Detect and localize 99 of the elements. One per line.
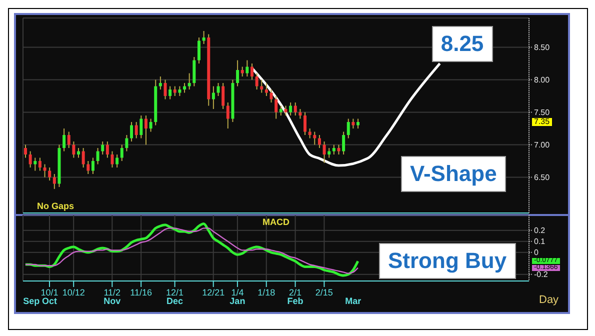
candlestick — [28, 150, 32, 168]
y-tick-label: 0 — [534, 248, 539, 258]
candlestick — [308, 128, 312, 139]
candlestick — [222, 82, 225, 110]
candlestick — [318, 134, 321, 148]
candlestick — [226, 102, 230, 129]
candlestick — [188, 72, 191, 90]
x-tick-label: 2/15 — [315, 287, 333, 298]
candlestick — [72, 141, 76, 158]
candlestick — [125, 134, 128, 152]
candlestick — [116, 154, 119, 168]
candlestick — [197, 37, 200, 64]
candlestick — [289, 102, 292, 116]
candlestick — [284, 105, 288, 116]
y-tick-label: 0.2 — [534, 226, 546, 236]
x-tick-label: 12/21 — [202, 287, 225, 298]
candlestick — [270, 89, 273, 103]
annotation: 8.25 — [432, 26, 493, 62]
candlestick — [77, 148, 80, 158]
y-tick-label: -0.2 — [534, 270, 548, 280]
candlestick — [168, 86, 172, 100]
candlestick — [96, 148, 100, 165]
candlestick — [356, 118, 360, 129]
x-tick-label: 1/18 — [258, 287, 276, 298]
x-tick-label: 11/2 — [104, 287, 121, 298]
candlestick — [322, 141, 326, 164]
candlestick — [346, 118, 350, 139]
annotation: 7.35 — [532, 117, 552, 126]
candlestick — [52, 174, 56, 190]
candlestick — [91, 157, 94, 174]
text: Sep — [23, 296, 40, 307]
candlestick — [82, 148, 85, 168]
x-tick-label: 1/4 — [231, 287, 244, 298]
candlestick — [62, 128, 66, 152]
y-tick-label: 8.50 — [534, 43, 550, 52]
x-tick-label: 2/1 — [289, 287, 302, 298]
candlestick — [255, 72, 258, 90]
candlestick — [236, 60, 240, 87]
candlestick — [110, 150, 114, 168]
candlestick — [48, 167, 52, 181]
candlestick — [250, 63, 254, 80]
candlestick — [101, 141, 104, 155]
x-tick-label: 11/16 — [130, 287, 152, 298]
annotation: Strong Buy — [379, 243, 516, 279]
candlestick — [202, 30, 206, 44]
annotation: V-Shape — [401, 156, 506, 192]
x-tick-label: 12/1 — [166, 287, 184, 298]
candlestick — [304, 112, 307, 136]
candlestick — [134, 122, 138, 139]
chart-title: MACD — [262, 217, 290, 227]
candlestick — [216, 82, 220, 96]
candlestick — [212, 86, 215, 110]
y-tick-label: 6.50 — [534, 173, 550, 182]
candlestick — [240, 66, 244, 77]
candlestick — [38, 157, 42, 172]
candlestick — [313, 131, 316, 146]
candlestick — [34, 157, 37, 172]
candlestick — [86, 160, 90, 174]
candlestick — [178, 86, 182, 96]
annotation: No Gaps — [37, 201, 74, 211]
candlestick — [352, 118, 355, 129]
text: Jan — [230, 296, 246, 307]
y-tick-label: 0.1 — [534, 237, 546, 246]
y-tick-label: 8.00 — [534, 76, 550, 85]
text: Mar — [345, 296, 362, 307]
candlestick — [158, 76, 162, 90]
candlestick — [149, 118, 152, 132]
candlestick — [120, 144, 124, 162]
y-tick-label: 7.50 — [534, 108, 550, 118]
x-tick-label: 10/12 — [62, 287, 85, 298]
candlestick — [67, 131, 70, 148]
candlestick — [342, 131, 346, 155]
candlestick — [274, 96, 278, 120]
candlestick — [24, 144, 27, 158]
text: Dec — [166, 296, 184, 307]
candlestick — [173, 86, 176, 96]
text: Nov — [104, 296, 121, 307]
candlestick — [328, 148, 331, 158]
candlestick — [264, 82, 268, 96]
candlestick — [183, 82, 186, 94]
candlestick — [164, 79, 167, 100]
x-tick-label: 10/1 — [40, 287, 58, 298]
candlestick — [130, 122, 134, 142]
candlestick — [140, 115, 143, 139]
candlestick — [144, 115, 148, 146]
candlestick — [43, 164, 46, 178]
candlestick — [298, 108, 302, 120]
candlestick — [294, 102, 297, 116]
x-axis-title: Day — [539, 294, 559, 306]
candlestick — [246, 60, 249, 77]
y-tick-label: 7.00 — [534, 140, 550, 150]
text: Oct — [42, 296, 58, 307]
candlestick — [279, 105, 282, 116]
candlestick — [106, 141, 109, 158]
candlestick — [192, 56, 196, 87]
text: Feb — [287, 296, 304, 307]
candlestick — [337, 144, 340, 155]
candlestick — [332, 144, 336, 155]
candlestick — [260, 79, 264, 94]
